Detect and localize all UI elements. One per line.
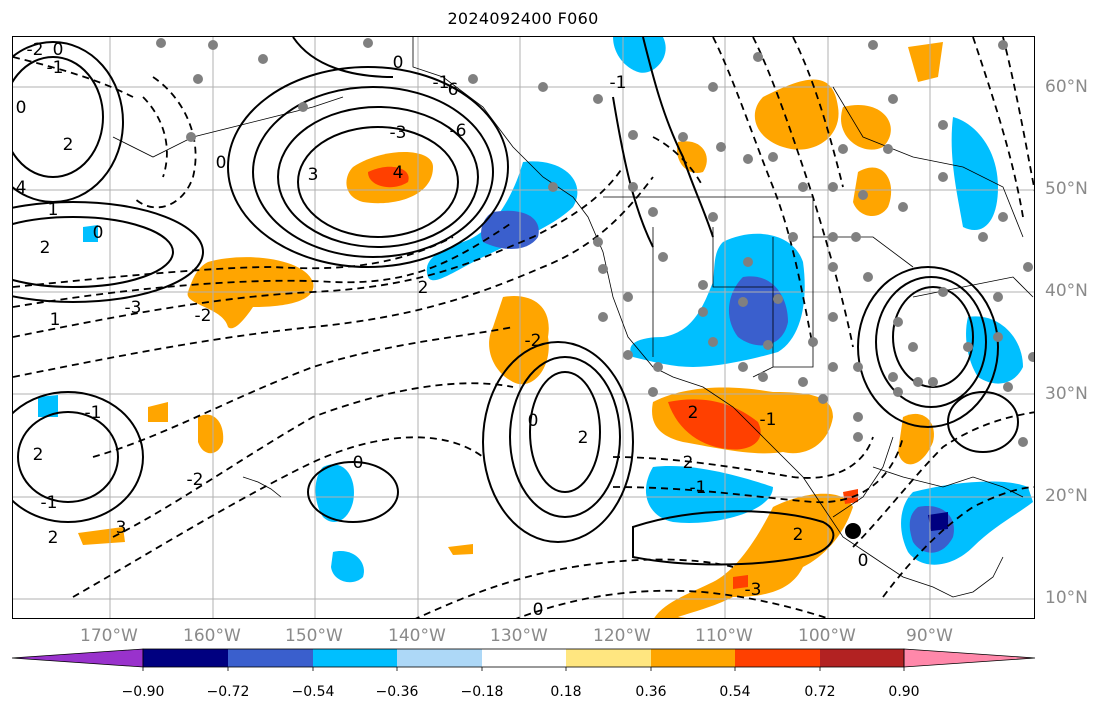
lon-label-120w: 120°W [593, 626, 651, 646]
contour-label: 2 [683, 453, 694, 473]
contour-label: -1 [433, 73, 450, 93]
contour-label: 2 [688, 403, 699, 423]
map-title: 2024092400 F060 [447, 9, 599, 28]
lat-label-20n: 20°N [1045, 486, 1088, 506]
colorbar [11, 648, 1036, 671]
colorbar-segment-8 [735, 649, 820, 667]
contour-label: 2 [418, 278, 429, 298]
colorbar-tick-label: −0.54 [291, 684, 335, 700]
contour-label: -2 [525, 331, 542, 351]
contour-label: -2 [27, 40, 44, 60]
contour-label: 0 [858, 551, 869, 571]
colorbar-tick-label: 0.54 [719, 684, 751, 700]
contour-label: 0 [393, 53, 404, 73]
contour-label: 4 [16, 178, 27, 198]
contour-label: 0 [533, 600, 544, 619]
contour-label: 1 [50, 310, 61, 330]
contour-label: 2 [40, 238, 51, 258]
lon-label-160w: 160°W [183, 626, 241, 646]
coastlines [112, 37, 1034, 598]
contour-label: 2 [33, 445, 44, 465]
map-panel: -2 0 -1 0 -1 6 4 3 0 2 -3 -6 0 4 1 2 0 2 -3 1 -2 -2 0 2 2 -1 -1 2 3 0… [12, 36, 1035, 619]
colorbar-tick-label: −0.18 [460, 684, 504, 700]
location-marker [845, 523, 861, 539]
colorbar-segment-3 [313, 649, 397, 667]
colorbar-segment-6 [566, 649, 651, 667]
colorbar-segment-1 [143, 649, 228, 667]
contour-label: 0 [528, 411, 539, 431]
colorbar-tick-label: −0.90 [121, 684, 165, 700]
contour-label: -3 [745, 580, 762, 600]
contour-label: 2 [578, 428, 589, 448]
contour-label: -1 [85, 403, 102, 423]
lat-label-40n: 40°N [1045, 281, 1088, 301]
station-markers [156, 38, 1034, 447]
lon-label-110w: 110°W [695, 626, 753, 646]
lon-label-140w: 140°W [388, 626, 446, 646]
contour-label: 0 [16, 98, 27, 118]
colorbar-extend-max [903, 648, 1036, 668]
colorbar-tick-label: 0.90 [888, 684, 920, 700]
lat-label-50n: 50°N [1045, 179, 1088, 199]
contour-label: -3 [125, 298, 142, 318]
lat-label-10n: 10°N [1045, 588, 1088, 608]
contour-label: -2 [187, 470, 204, 490]
lon-label-90w: 90°W [906, 626, 953, 646]
contour-label: 0 [216, 153, 227, 173]
contour-label: 4 [393, 163, 404, 183]
lon-label-130w: 130°W [490, 626, 548, 646]
contour-label: 0 [93, 223, 104, 243]
contour-label: 3 [116, 518, 127, 538]
contour-label: 2 [63, 135, 74, 155]
lon-label-100w: 100°W [798, 626, 856, 646]
contour-label: 1 [48, 200, 59, 220]
contour-label: 2 [793, 525, 804, 545]
contour-label: -1 [610, 73, 627, 93]
colorbar-segment-7 [651, 649, 735, 667]
contour-label: 0 [353, 453, 364, 473]
colorbar-segment-4 [397, 649, 482, 667]
contour-label: -6 [450, 121, 467, 141]
colorbar-segment-5 [482, 649, 566, 667]
lon-label-170w: 170°W [80, 626, 138, 646]
contour-label: 3 [308, 165, 319, 185]
darkest-negative-shading [928, 512, 948, 531]
contour-label: -3 [390, 123, 407, 143]
lon-label-150w: 150°W [285, 626, 343, 646]
contour-label: -1 [41, 493, 58, 513]
solid-contours [13, 37, 1019, 566]
contour-label: 2 [48, 528, 59, 548]
colorbar-extend-min [11, 648, 144, 668]
contour-label: 6 [448, 80, 459, 100]
colorbar-tick-label: −0.72 [206, 684, 250, 700]
contour-label: -1 [760, 410, 777, 430]
colorbar-segment-2 [228, 649, 313, 667]
colorbar-tick-label: 0.72 [804, 684, 836, 700]
lat-label-30n: 30°N [1045, 384, 1088, 404]
contour-label: -1 [690, 478, 707, 498]
dashed-contours [13, 37, 1034, 618]
colorbar-tick-label: −0.36 [375, 684, 419, 700]
colorbar-segment-9 [820, 649, 904, 667]
colorbar-tick-label: 0.36 [635, 684, 667, 700]
contour-label: -1 [47, 58, 64, 78]
lat-label-60n: 60°N [1045, 77, 1088, 97]
colorbar-tick-label: 0.18 [550, 684, 582, 700]
contour-label: 0 [53, 40, 64, 60]
contour-label: -2 [195, 306, 212, 326]
